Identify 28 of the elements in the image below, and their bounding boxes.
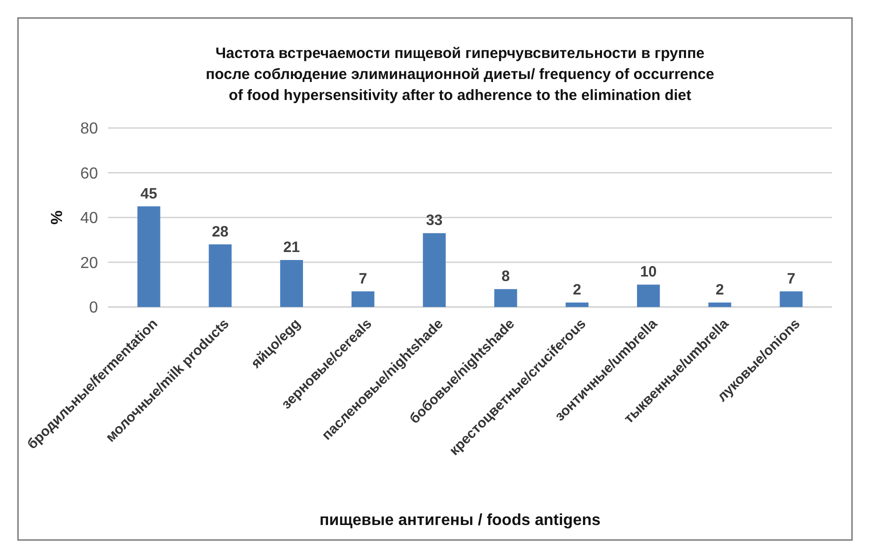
data-label: 7 (358, 270, 368, 288)
chart-title: Частота встречаемости пищевой гиперчувсвительности в группе после соблюдение элиминационной диеты/ frequency of occurrence of food hypersensitivity after to adherence to the elimination diet (206, 45, 714, 104)
bar (208, 244, 232, 307)
bar (708, 302, 732, 307)
data-label: 7 (786, 270, 796, 288)
bar (280, 260, 303, 307)
y-tick-label: 20 (80, 254, 98, 272)
y-tick-label: 40 (80, 210, 98, 228)
data-label: 21 (283, 239, 300, 256)
data-label: 2 (572, 282, 582, 299)
y-axis-title: % (49, 210, 66, 225)
data-label: 45 (140, 185, 158, 202)
data-label: 28 (212, 223, 229, 240)
bar (566, 302, 588, 307)
x-axis-title: пищевые антигены / foods antigens (320, 512, 601, 529)
y-tick-label: 60 (80, 165, 98, 182)
bar (422, 233, 446, 307)
bar (137, 206, 160, 307)
data-label: 2 (716, 282, 724, 299)
bar (637, 284, 660, 307)
data-label: 10 (640, 264, 657, 281)
y-tick-label: 0 (89, 300, 98, 317)
y-tick-label: 80 (80, 120, 98, 138)
data-label: 33 (426, 212, 443, 230)
bar (780, 291, 803, 307)
bar (352, 291, 374, 307)
bar (494, 289, 518, 307)
data-label: 8 (502, 268, 510, 286)
